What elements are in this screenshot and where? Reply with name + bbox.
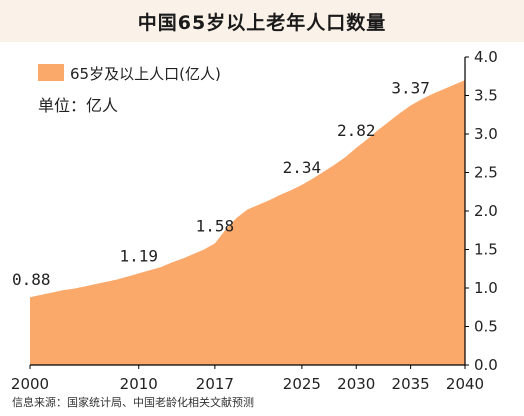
y-tick-label: 2.5 — [474, 164, 498, 182]
data-labels: 0.88 1.19 1.58 2.34 2.82 3.37 — [12, 79, 430, 290]
y-tick-label: 2.0 — [474, 202, 498, 220]
y-tick-label: 1.5 — [474, 241, 498, 259]
y-tick-label: 0.5 — [474, 318, 498, 336]
x-tick-label: 2030 — [337, 375, 375, 393]
legend: 65岁及以上人口(亿人) — [38, 64, 221, 83]
unit-label: 单位：亿人 — [38, 96, 118, 115]
x-tick-label: 2017 — [196, 375, 234, 393]
x-tick-label: 2025 — [283, 375, 321, 393]
data-label: 2.82 — [337, 121, 376, 140]
y-tick-label: 4.0 — [474, 48, 498, 66]
y-tick-label: 3.5 — [474, 87, 498, 105]
data-label: 2.34 — [283, 158, 322, 177]
data-label: 3.37 — [391, 79, 430, 98]
series-area — [30, 80, 465, 365]
data-label: 1.58 — [196, 216, 235, 235]
legend-swatch — [38, 64, 64, 81]
legend-label: 65岁及以上人口(亿人) — [70, 65, 221, 83]
x-tick-label: 2010 — [120, 375, 158, 393]
x-tick-label: 2035 — [392, 375, 430, 393]
chart-title-bar: 中国65岁以上老年人口数量 — [0, 0, 524, 42]
tick-labels: 0.0 0.5 1.0 1.5 2.0 2.5 3.0 3.5 4.0 2000 2010 2017 2… — [11, 48, 498, 393]
chart-title: 中国65岁以上老年人口数量 — [137, 11, 387, 34]
y-tick-label: 3.0 — [474, 125, 498, 143]
y-tick-label: 1.0 — [474, 279, 498, 297]
data-label: 0.88 — [12, 270, 51, 289]
x-tick-label: 2000 — [11, 375, 49, 393]
data-label: 1.19 — [119, 246, 158, 265]
source-note: 信息来源：国家统计局、中国老龄化相关文献预测 — [12, 396, 254, 409]
x-tick-label: 2040 — [446, 375, 484, 393]
axes — [29, 56, 469, 369]
y-tick-label: 0.0 — [474, 356, 498, 374]
